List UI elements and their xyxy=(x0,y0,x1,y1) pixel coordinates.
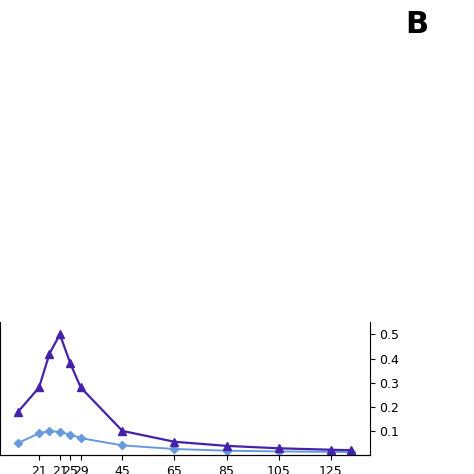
BCRF I xyxy=(172,439,177,445)
BCRF I xyxy=(119,428,125,434)
BCRF I xyxy=(328,447,334,453)
BCRF I xyxy=(36,384,42,390)
FSA I xyxy=(36,430,42,436)
FSA I xyxy=(172,446,177,452)
FSA I xyxy=(15,440,21,446)
FSA I xyxy=(224,448,229,454)
Line: FSA I: FSA I xyxy=(16,428,354,455)
FSA I xyxy=(46,428,52,434)
FSA I xyxy=(78,435,83,441)
BCRF I xyxy=(349,447,355,453)
FSA I xyxy=(276,448,282,454)
BCRF I xyxy=(15,409,21,414)
BCRF I xyxy=(276,446,282,451)
Text: B: B xyxy=(406,10,428,39)
Line: BCRF I: BCRF I xyxy=(14,330,356,454)
FSA I xyxy=(328,449,334,455)
FSA I xyxy=(119,443,125,448)
BCRF I xyxy=(46,351,52,356)
BCRF I xyxy=(67,361,73,366)
FSA I xyxy=(349,449,355,455)
BCRF I xyxy=(224,443,229,449)
FSA I xyxy=(67,432,73,438)
FSA I xyxy=(57,429,63,435)
BCRF I xyxy=(57,331,63,337)
BCRF I xyxy=(78,384,83,390)
